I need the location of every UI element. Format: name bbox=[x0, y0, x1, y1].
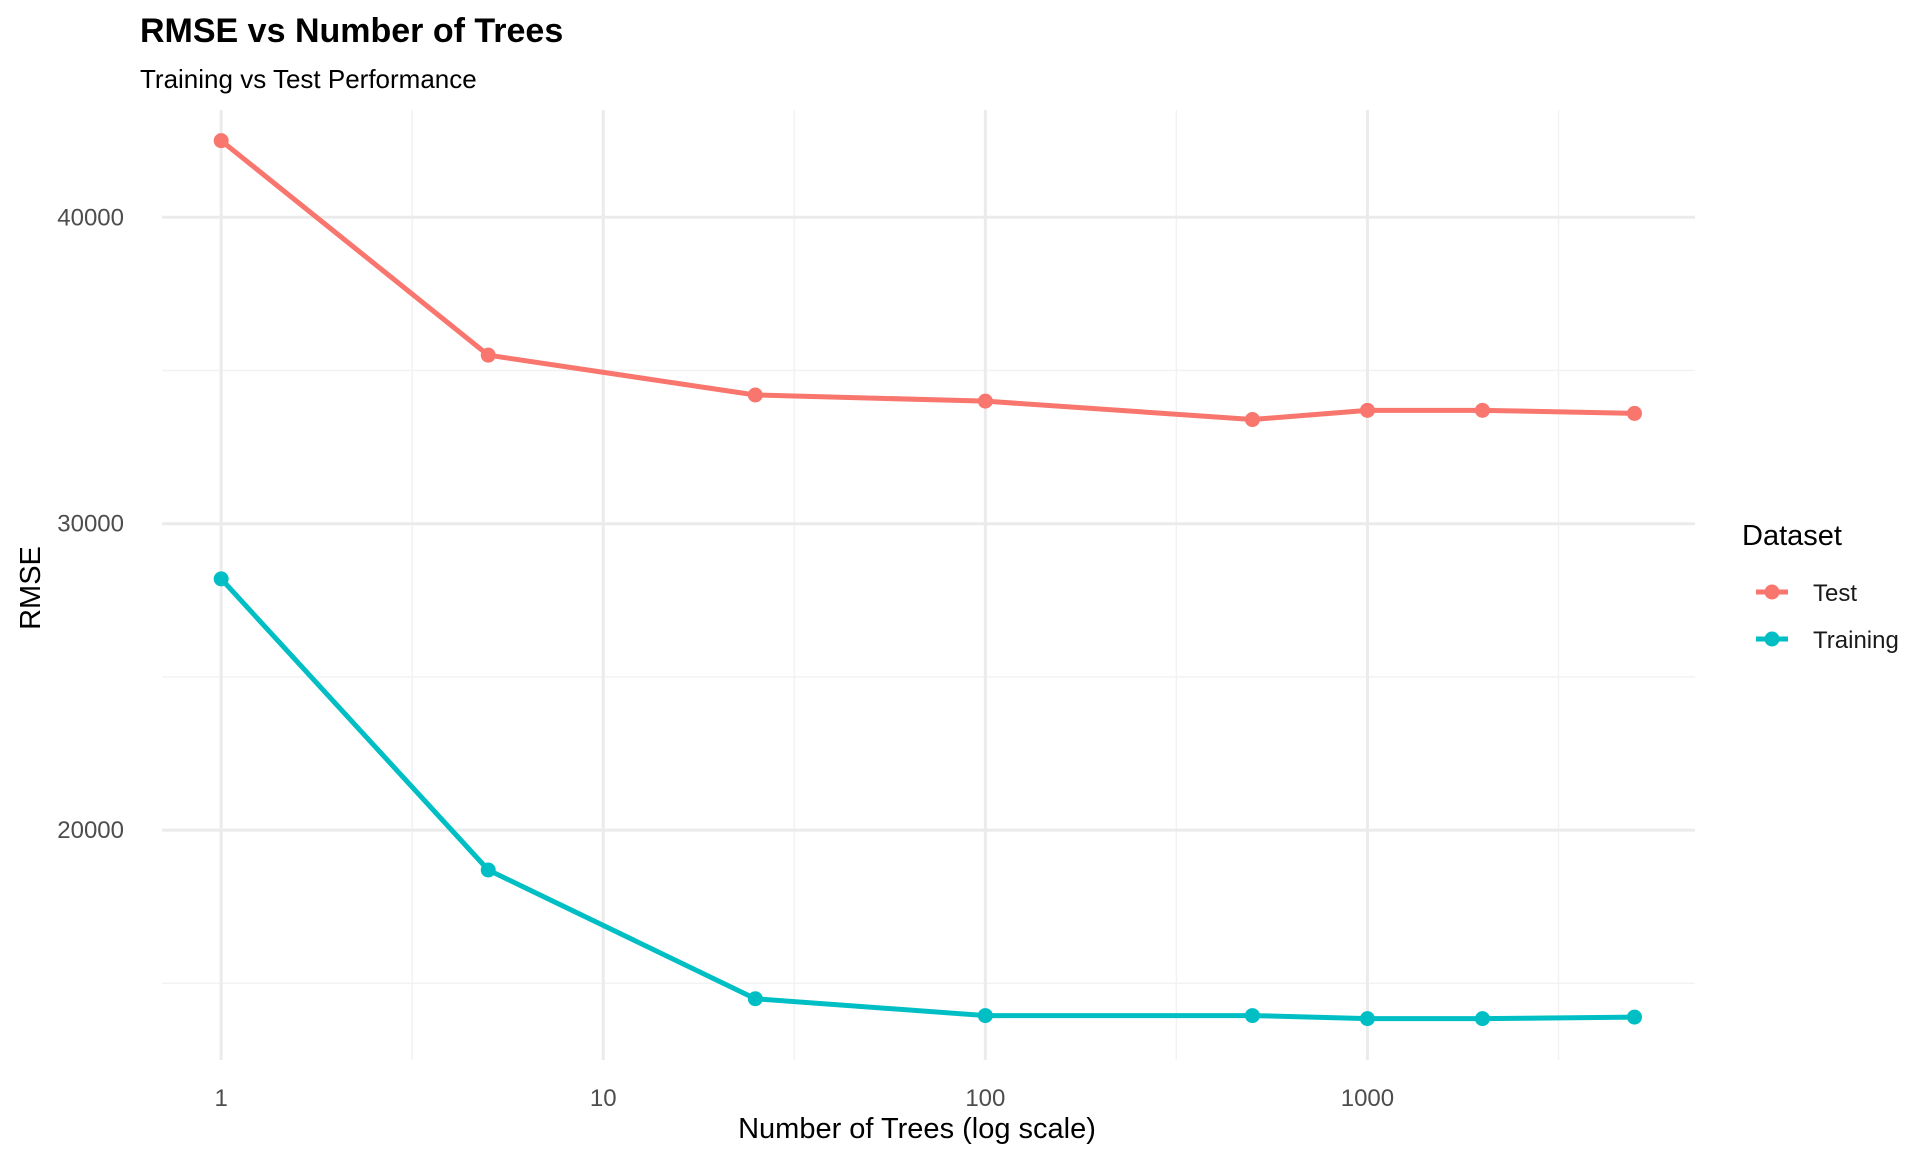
data-point-test bbox=[480, 347, 496, 363]
x-tick-label: 1000 bbox=[1341, 1085, 1394, 1112]
y-axis-title: RMSE bbox=[15, 546, 47, 630]
y-tick-label: 30000 bbox=[57, 511, 124, 538]
data-point-test bbox=[213, 133, 229, 149]
legend-label: Training bbox=[1813, 627, 1899, 654]
data-point-training bbox=[1474, 1011, 1490, 1027]
data-point-test bbox=[1244, 412, 1260, 428]
series-line-test bbox=[219, 138, 1635, 423]
x-axis-title: Number of Trees (log scale) bbox=[738, 1113, 1096, 1145]
data-point-test bbox=[1359, 402, 1375, 418]
y-tick-label: 40000 bbox=[57, 204, 124, 231]
legend-key-point bbox=[1764, 584, 1780, 600]
data-point-training bbox=[1244, 1008, 1260, 1024]
y-axis-tick-labels: 20000 30000 40000 bbox=[57, 204, 124, 844]
chart-title: RMSE vs Number of Trees bbox=[140, 12, 563, 50]
data-point-training bbox=[747, 991, 763, 1007]
legend-item-test: Test bbox=[1756, 580, 1857, 607]
y-tick-label: 20000 bbox=[57, 817, 124, 844]
series-layer bbox=[213, 133, 1642, 1027]
legend-item-training: Training bbox=[1756, 627, 1899, 654]
series-training bbox=[213, 571, 1642, 1027]
minor-gridlines bbox=[162, 110, 1695, 1060]
chart-subtitle: Training vs Test Performance bbox=[140, 64, 477, 94]
legend: Dataset Test Training bbox=[1742, 520, 1899, 654]
major-gridlines bbox=[162, 110, 1695, 1060]
series-line-training bbox=[219, 577, 1635, 1022]
x-tick-label: 100 bbox=[965, 1085, 1005, 1112]
data-point-test bbox=[1474, 402, 1490, 418]
data-point-training bbox=[480, 862, 496, 878]
data-point-training bbox=[1359, 1011, 1375, 1027]
legend-title: Dataset bbox=[1742, 520, 1842, 552]
x-tick-label: 10 bbox=[590, 1085, 617, 1112]
x-tick-label: 1 bbox=[215, 1085, 228, 1112]
legend-items: Test Training bbox=[1756, 580, 1899, 654]
data-point-training bbox=[977, 1008, 993, 1024]
x-axis-tick-labels: 1 10 100 1000 bbox=[215, 1085, 1395, 1112]
data-point-test bbox=[1626, 405, 1642, 421]
data-point-test bbox=[747, 387, 763, 403]
legend-key-point bbox=[1764, 631, 1780, 647]
legend-label: Test bbox=[1813, 580, 1857, 607]
data-point-training bbox=[1626, 1009, 1642, 1025]
data-point-training bbox=[213, 571, 229, 587]
series-test bbox=[213, 133, 1642, 428]
data-point-test bbox=[977, 393, 993, 409]
